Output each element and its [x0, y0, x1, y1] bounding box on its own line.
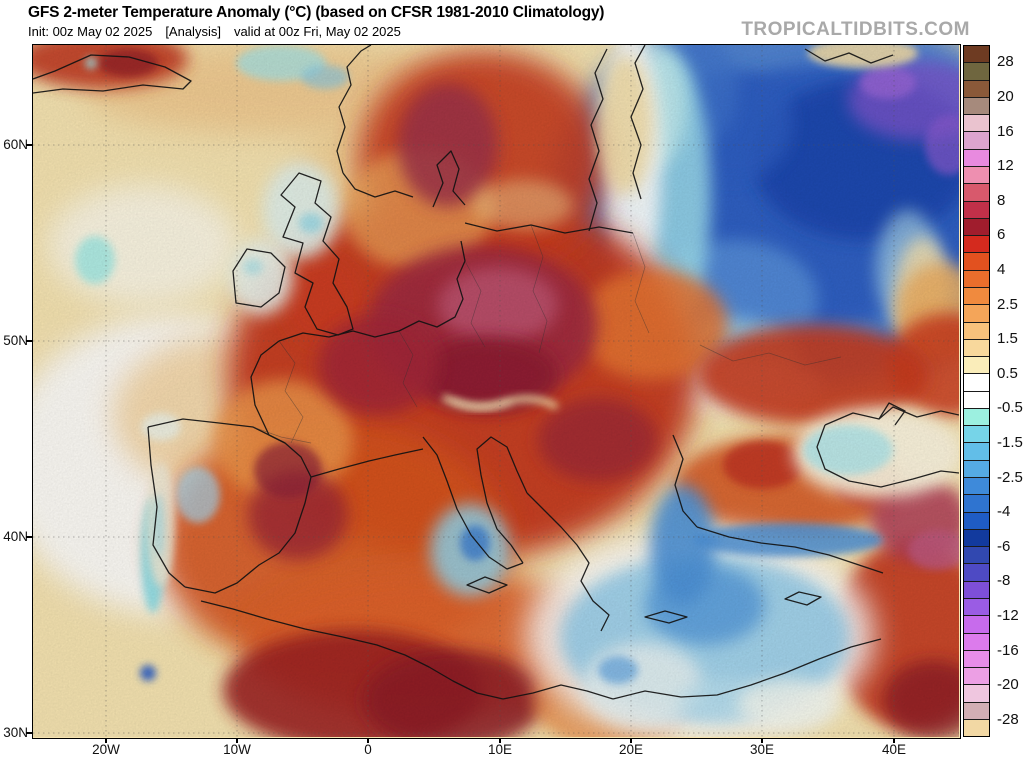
lon-label: 30E: [749, 742, 775, 757]
anomaly-map-canvas: [33, 45, 959, 737]
lon-tick: [499, 738, 501, 743]
colorbar-tick-label: 1.5: [997, 330, 1018, 348]
lon-tick: [630, 738, 632, 743]
colorbar-tick-label: -4: [997, 503, 1011, 521]
colorbar-segment: [964, 442, 989, 460]
colorbar-segment: [964, 252, 989, 270]
run-mode: [Analysis]: [165, 24, 221, 39]
colorbar-tick-label: 8: [997, 191, 1006, 209]
colorbar-segment: [964, 632, 989, 650]
colorbar-tick-label: 6: [997, 226, 1006, 244]
colorbar-tick-label: 20: [997, 87, 1014, 105]
colorbar-segment: [964, 390, 989, 408]
colorbar-segment: [964, 321, 989, 339]
colorbar-segment: [964, 165, 989, 184]
anomaly-field: [33, 45, 959, 737]
colorbar-segment: [964, 425, 989, 443]
colorbar-labels: 28 20 16 12 8 6 4 2.5 1.5 0.5 -0.5 -1.5 -2.5 -4 -6 -8 -1…: [997, 45, 1024, 737]
colorbar-segment: [964, 96, 989, 115]
colorbar-tick-label: 16: [997, 122, 1014, 140]
colorbar-segment: [964, 649, 989, 668]
colorbar-segment: [964, 494, 989, 512]
run-info: Init: 00z May 02 2025 [Analysis] valid at …: [28, 24, 414, 39]
colorbar-tick-label: -12: [997, 606, 1019, 624]
lat-label: 40N: [3, 529, 28, 544]
colorbar-segment: [964, 546, 989, 564]
lon-tick: [105, 738, 107, 743]
colorbar-segment: [964, 235, 989, 253]
lon-label: 40E: [881, 742, 907, 757]
lat-label: 60N: [3, 137, 28, 152]
colorbar-tick-label: 28: [997, 53, 1014, 71]
lat-tick: [26, 536, 33, 538]
lat-tick: [26, 144, 33, 146]
colorbar-segment: [964, 269, 989, 287]
colorbar-segment: [964, 114, 989, 132]
colorbar-segment: [964, 407, 989, 426]
colorbar-segment: [964, 304, 989, 322]
colorbar-segment: [964, 459, 989, 478]
tropicaltidbits-watermark: TROPICALTIDBITS.COM: [741, 19, 970, 40]
colorbar-tick-label: -0.5: [997, 399, 1023, 417]
colorbar-segment: [964, 701, 989, 719]
colorbar-tick-label: -16: [997, 641, 1019, 659]
anomaly-map: [32, 44, 961, 739]
lon-label: 10E: [487, 742, 513, 757]
colorbar-segment: [964, 338, 989, 357]
lon-label: 0: [364, 742, 372, 757]
colorbar-segment: [964, 79, 989, 97]
init-time: Init: 00z May 02 2025: [28, 24, 153, 39]
colorbar-segment: [964, 511, 989, 529]
lat-label: 30N: [3, 725, 28, 740]
colorbar-tick-label: 12: [997, 157, 1014, 175]
texture-overlay: [33, 45, 959, 737]
colorbar-segment: [964, 563, 989, 581]
colorbar-segment: [964, 373, 989, 391]
lon-label: 10W: [223, 742, 251, 757]
colorbar-segment: [964, 598, 989, 616]
colorbar-segment: [964, 217, 989, 236]
lat-label: 50N: [3, 333, 28, 348]
colorbar-tick-label: -8: [997, 572, 1011, 590]
colorbar: [963, 45, 990, 737]
colorbar-segment: [964, 718, 989, 737]
colorbar-tick-label: -6: [997, 537, 1011, 555]
colorbar-segment: [964, 62, 989, 80]
colorbar-segment: [964, 200, 989, 218]
page-title: GFS 2-meter Temperature Anomaly (°C) (ba…: [28, 4, 605, 21]
lon-tick: [893, 738, 895, 743]
colorbar-segment: [964, 684, 989, 702]
colorbar-tick-label: 4: [997, 260, 1006, 278]
colorbar-tick-label: 0.5: [997, 364, 1018, 382]
lon-tick: [236, 738, 238, 743]
lon-label: 20W: [92, 742, 120, 757]
lon-tick: [367, 738, 369, 743]
colorbar-tick-label: -28: [997, 710, 1019, 728]
colorbar-segment: [964, 477, 989, 495]
colorbar-segment: [964, 148, 989, 166]
colorbar-tick-label: -20: [997, 676, 1019, 694]
valid-time: valid at 00z Fri, May 02 2025: [233, 24, 401, 39]
colorbar-segment: [964, 667, 989, 685]
colorbar-segment: [964, 183, 989, 201]
colorbar-segment: [964, 286, 989, 305]
colorbar-segment: [964, 615, 989, 633]
colorbar-tick-label: 2.5: [997, 295, 1018, 313]
lat-tick: [26, 340, 33, 342]
colorbar-segment: [964, 356, 989, 374]
colorbar-segment: [964, 528, 989, 547]
colorbar-segment: [964, 580, 989, 598]
lon-tick: [761, 738, 763, 743]
colorbar-segment: [964, 46, 989, 63]
colorbar-tick-label: -1.5: [997, 433, 1023, 451]
colorbar-tick-label: -2.5: [997, 468, 1023, 486]
lon-label: 20E: [618, 742, 644, 757]
colorbar-segment: [964, 131, 989, 149]
lat-tick: [26, 732, 33, 734]
